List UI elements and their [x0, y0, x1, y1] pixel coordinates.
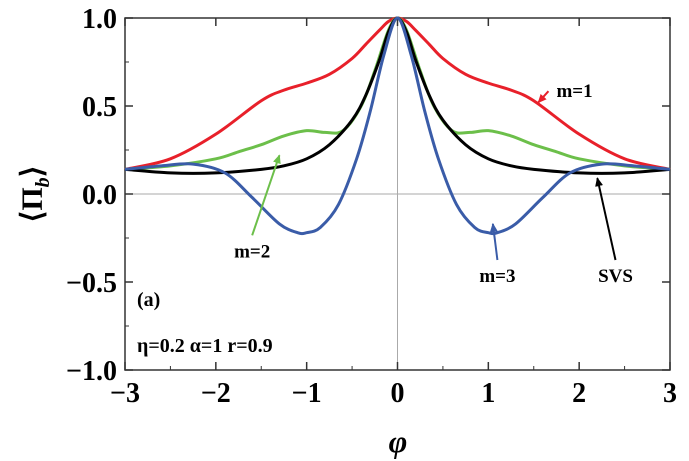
x-axis-title: φ	[389, 423, 408, 459]
y-tick-label: 1.0	[82, 4, 117, 35]
annotation-arrow-svs	[595, 177, 617, 261]
x-tick-label: −3	[110, 378, 140, 409]
y-axis-title: ⟨Πb⟩	[16, 166, 54, 223]
y-axis-title-subscript: b	[32, 177, 54, 187]
series-line-m-3	[124, 16, 671, 236]
annotation-arrow-m-3	[489, 222, 499, 261]
y-tick-label: −1.0	[66, 356, 117, 387]
x-tick-label: 2	[572, 378, 586, 409]
tick-labels: −3 −2 −1 0 1 2 3 1.0 0.5 0.0 −0.5 −1.0	[66, 4, 677, 409]
panel-label: (a)	[137, 289, 160, 311]
x-tick-label: 0	[391, 378, 405, 409]
x-tick-label: −2	[201, 378, 231, 409]
annotation-label-m-1: m=1	[556, 81, 592, 102]
annotation-arrow-m-1	[537, 90, 550, 104]
x-tick-label: −1	[292, 378, 322, 409]
params-label: η=0.2 α=1 r=0.9	[137, 335, 273, 357]
zero-lines	[125, 18, 670, 370]
axis-ticks	[124, 17, 671, 371]
series-layer	[124, 16, 671, 236]
y-tick-label: 0.5	[82, 92, 117, 123]
y-tick-label: −0.5	[66, 268, 117, 299]
x-tick-label: 1	[481, 378, 495, 409]
annotation-arrow-m-2	[251, 154, 281, 236]
annotation-layer: m=1 m=2 m=3 SVS	[234, 81, 633, 287]
annotation-label-svs: SVS	[598, 266, 633, 287]
annotation-label-m-2: m=2	[234, 241, 270, 262]
annotation-label-m-3: m=3	[479, 266, 515, 287]
x-tick-label: 3	[663, 378, 677, 409]
y-tick-label: 0.0	[82, 180, 117, 211]
y-axis-title-close: ⟩	[16, 166, 49, 178]
y-axis-title-main: ⟨Π	[16, 187, 49, 222]
